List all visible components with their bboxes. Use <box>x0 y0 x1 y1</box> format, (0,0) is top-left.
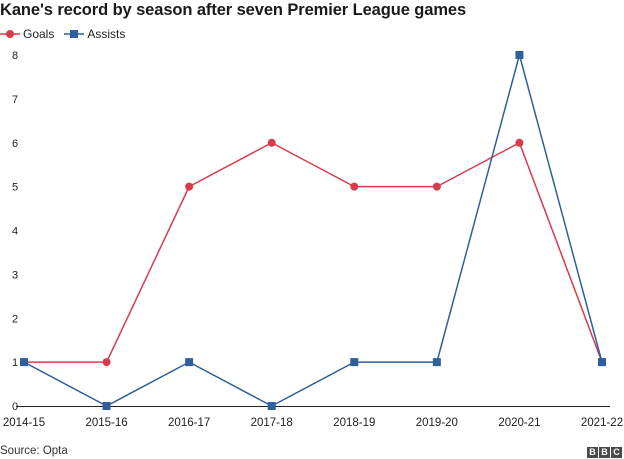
x-tick-label: 2021-22 <box>581 417 623 429</box>
x-tick-label: 2017-18 <box>251 417 293 429</box>
y-tick-label: 8 <box>12 50 18 62</box>
legend-label-assists: Assists <box>87 27 126 41</box>
assists-point <box>267 402 276 410</box>
goals-point <box>515 138 524 147</box>
x-tick-label: 2016-17 <box>168 417 210 429</box>
logo-letter: B <box>599 447 610 458</box>
assists-point <box>432 358 441 367</box>
assists-point <box>185 358 194 367</box>
x-tick-label: 2014-15 <box>3 417 45 429</box>
assists-line <box>23 54 603 407</box>
x-tick-label: 2020-21 <box>498 417 540 429</box>
circle-marker-icon <box>0 30 20 38</box>
assists-point <box>598 358 606 367</box>
goals-point <box>102 358 111 367</box>
y-tick-label: 0 <box>12 401 18 413</box>
chart-title: Kane's record by season after seven Prem… <box>0 1 467 19</box>
legend: Goals Assists <box>0 27 135 41</box>
logo-letter: B <box>587 447 598 458</box>
assists-point <box>20 358 28 367</box>
goals-point <box>185 182 194 191</box>
legend-item-goals[interactable]: Goals <box>0 27 54 41</box>
y-tick-label: 7 <box>12 94 18 106</box>
y-tick-label: 3 <box>12 269 18 281</box>
y-tick-label: 1 <box>12 357 18 369</box>
square-marker-icon <box>64 30 85 38</box>
goals-point <box>267 138 276 147</box>
x-tick-label: 2018-19 <box>333 417 375 429</box>
assists-point <box>350 358 359 367</box>
y-tick-label: 5 <box>12 182 18 194</box>
x-tick-label: 2015-16 <box>85 417 127 429</box>
goals-point <box>350 182 359 191</box>
assists-point <box>102 402 111 410</box>
x-tick-label: 2019-20 <box>416 417 458 429</box>
y-tick-label: 4 <box>12 226 18 238</box>
line-chart: 0 1 2 3 4 5 6 7 8 2014-15 2015-16 2016-17 2017-18 201… <box>3 50 623 429</box>
source-note: Source: Opta <box>0 445 68 457</box>
y-tick-label: 6 <box>12 138 18 150</box>
goals-point <box>432 182 441 191</box>
goals-line <box>24 142 603 363</box>
logo-letter: C <box>611 447 622 458</box>
legend-label-goals: Goals <box>23 27 55 41</box>
legend-item-assists[interactable]: Assists <box>64 27 125 41</box>
assists-point <box>515 51 524 59</box>
y-tick-label: 2 <box>12 313 18 325</box>
bbc-logo: B B C <box>587 447 622 458</box>
